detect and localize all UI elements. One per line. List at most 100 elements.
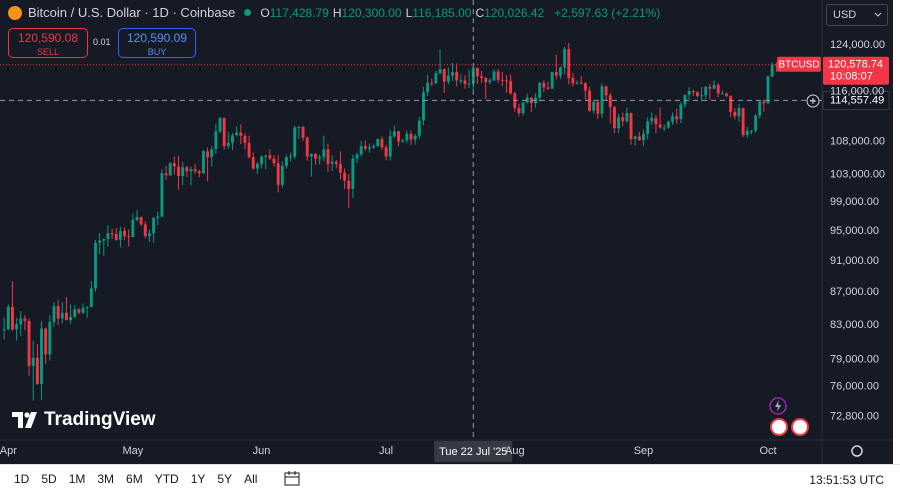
buy-button[interactable]: 120,590.09 BUY xyxy=(118,28,196,58)
candle-body xyxy=(210,149,214,158)
candle-body xyxy=(488,80,492,83)
candle-body xyxy=(563,49,567,68)
event-icon[interactable] xyxy=(769,397,787,415)
range-button[interactable]: YTD xyxy=(154,472,179,486)
candle-body xyxy=(338,163,342,173)
candle-body xyxy=(642,133,645,141)
candle-body xyxy=(696,92,699,96)
date-range-icon[interactable] xyxy=(283,471,303,487)
settings-icon[interactable] xyxy=(851,445,863,457)
range-button[interactable]: 6M xyxy=(126,472,143,486)
candle-body xyxy=(314,153,317,159)
candle-body xyxy=(517,108,521,114)
candle-body xyxy=(214,131,218,150)
candle-body xyxy=(94,242,97,289)
candle-body xyxy=(73,309,77,317)
candle-body xyxy=(625,113,629,122)
candle-body xyxy=(31,357,35,366)
range-button[interactable]: 1D xyxy=(14,472,30,486)
candle-body xyxy=(446,75,450,82)
candle-body xyxy=(596,101,600,114)
candle-body xyxy=(193,169,197,172)
candle-body xyxy=(708,86,712,89)
add-icon-plus xyxy=(810,98,816,104)
candle-body xyxy=(247,142,251,158)
candle-body xyxy=(27,320,31,366)
candle-body xyxy=(135,217,139,221)
candle-body xyxy=(376,138,380,147)
legend-key: O xyxy=(260,5,270,20)
candle-body xyxy=(422,92,425,121)
candle-body xyxy=(243,135,247,143)
candle-body xyxy=(160,173,164,217)
sell-button[interactable]: 120,590.08 SELL xyxy=(8,28,88,58)
x-tick-label: May xyxy=(122,445,143,457)
flag-icon[interactable] xyxy=(770,418,788,436)
candle-body xyxy=(106,233,110,240)
candle-body xyxy=(77,309,81,313)
currency-select[interactable]: USD xyxy=(826,4,888,26)
candle-body xyxy=(675,116,679,120)
range-button[interactable]: All xyxy=(244,472,258,486)
legend-key: L xyxy=(405,5,413,20)
range-button[interactable]: 5D xyxy=(41,472,57,486)
candle-body xyxy=(189,169,193,172)
candle-body xyxy=(658,124,662,128)
candle-body xyxy=(289,156,293,158)
range-button[interactable]: 5Y xyxy=(217,472,233,486)
candle-body xyxy=(280,165,284,185)
range-button[interactable]: 3M xyxy=(97,472,115,486)
candle-body xyxy=(384,147,388,157)
range-button[interactable]: 1Y xyxy=(190,472,206,486)
candle-body xyxy=(380,138,384,148)
legend-value: 117,428.79 xyxy=(269,5,329,20)
range-button[interactable]: 1M xyxy=(68,472,86,486)
candle-body xyxy=(687,91,691,95)
candle-body xyxy=(542,82,546,88)
candle-body xyxy=(612,106,616,129)
spread: 0.01 xyxy=(93,37,111,47)
candle-body xyxy=(720,93,724,95)
candle-body xyxy=(401,140,405,142)
flag-icon[interactable] xyxy=(791,418,809,436)
legend-item: L116,185.00 xyxy=(406,6,472,20)
y-tick-label: 108,000.00 xyxy=(830,135,885,147)
candle-body xyxy=(463,80,467,84)
candle-body xyxy=(758,101,762,116)
candle-body xyxy=(679,104,683,120)
symbol: Bitcoin / U.S. Dollar · 1D · Coinbase xyxy=(28,5,236,20)
last-price-box xyxy=(823,56,889,85)
crosshair-price-box xyxy=(822,90,890,110)
candle-body xyxy=(255,163,259,169)
candle-body xyxy=(496,71,500,80)
candle-body xyxy=(127,236,131,238)
candle-body xyxy=(430,82,434,84)
candle-body xyxy=(700,95,704,97)
candle-body xyxy=(509,80,513,94)
x-tick-label: Jun xyxy=(253,445,271,457)
candle-body xyxy=(621,117,625,122)
legend-value: 116,185.00 xyxy=(412,5,472,20)
logo-text: TradingView xyxy=(44,409,156,430)
candle-body xyxy=(359,146,363,155)
candle-body xyxy=(301,126,305,138)
candle-body xyxy=(152,217,156,234)
legend-key: C xyxy=(475,5,485,20)
candle-body xyxy=(181,167,185,176)
candle-body xyxy=(691,91,695,93)
candle-body xyxy=(480,76,484,79)
candle-body xyxy=(322,149,326,158)
add-icon[interactable] xyxy=(806,94,820,108)
buy-price: 120,590.09 xyxy=(126,31,188,45)
candle-body xyxy=(185,167,189,172)
candle-body xyxy=(434,73,438,84)
crosshair-date-label: Tue 22 Jul '25 xyxy=(439,446,507,458)
candle-body xyxy=(409,133,413,140)
candle-body xyxy=(550,72,554,89)
event-icon-bolt xyxy=(775,400,781,412)
candle-body xyxy=(231,135,234,143)
candle-body xyxy=(168,163,172,176)
